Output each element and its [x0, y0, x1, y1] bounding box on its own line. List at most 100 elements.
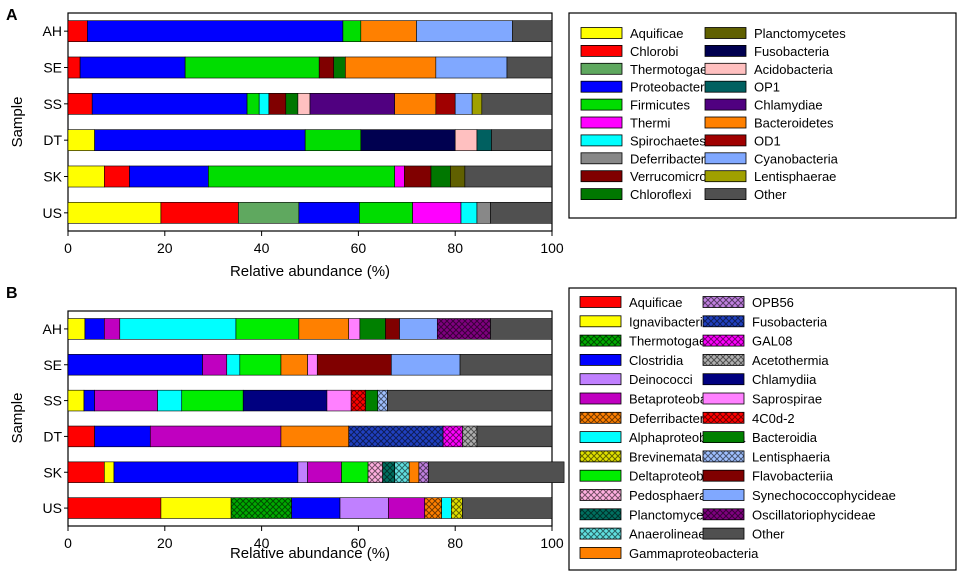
bar-segment: [297, 461, 308, 483]
bar-segment: [491, 129, 553, 152]
panel-label: A: [6, 7, 18, 24]
legend-label: Thermotogae: [630, 62, 707, 77]
x-tick-label: 100: [540, 240, 564, 256]
x-tick-label: 0: [64, 535, 72, 551]
y-tick-label: AH: [43, 321, 62, 337]
legend-label: Bacteroidetes: [754, 116, 834, 131]
bar-segment: [345, 56, 437, 79]
legend-swatch: [702, 411, 745, 424]
bar-segment: [435, 56, 508, 79]
bar-segment: [316, 354, 392, 376]
legend-swatch: [702, 450, 745, 463]
legend-swatch: [704, 27, 747, 39]
bar-segment: [238, 201, 300, 224]
legend-label: Verrucomicrobia: [630, 169, 725, 184]
y-tick-label: SS: [43, 393, 62, 409]
bar-segment: [104, 461, 115, 483]
legend-label: Aquificae: [630, 26, 683, 41]
legend-label: Saprospirae: [752, 392, 822, 407]
bar-segment: [258, 92, 270, 115]
legend-swatch: [579, 296, 622, 308]
bar-segment: [67, 201, 162, 224]
plot-frame: [67, 310, 553, 527]
bar-segment: [339, 497, 389, 519]
bar-segment: [239, 354, 282, 376]
x-tick-label: 60: [351, 240, 367, 256]
legend-label: OP1: [754, 80, 780, 95]
legend-swatch: [579, 334, 622, 347]
bar-segment: [471, 92, 483, 115]
bar-segment: [382, 461, 396, 483]
bar-segment: [160, 497, 232, 519]
legend-label: Planctomycetia: [629, 507, 718, 522]
legend-swatch: [702, 334, 745, 347]
legend-swatch: [702, 508, 745, 521]
bar-segment: [67, 92, 93, 115]
bar-segment: [79, 56, 186, 79]
legend-label: Ignavibacteria: [629, 314, 711, 329]
y-tick-label: SK: [43, 464, 62, 480]
legend-swatch: [702, 315, 745, 328]
legend-label: Chlamydiia: [752, 372, 817, 387]
bar-segment: [309, 92, 395, 115]
legend-label: Chloroflexi: [630, 187, 692, 202]
bar-segment: [394, 165, 405, 188]
legend-swatch: [702, 392, 745, 405]
legend-label: Lentisphaerae: [754, 169, 836, 184]
legend-swatch: [579, 411, 622, 424]
bar-segment: [326, 389, 352, 412]
legend-label: GAL08: [752, 334, 792, 349]
legend-swatch: [702, 296, 745, 308]
legend-swatch: [579, 431, 622, 444]
bar-segment: [460, 201, 478, 224]
legend-swatch: [579, 373, 622, 386]
bar-segment: [387, 389, 553, 412]
bar-segment: [365, 389, 379, 412]
legend-frame: [568, 12, 957, 219]
legend-label: Thermotogae: [629, 334, 706, 349]
x-tick-label: 100: [540, 535, 564, 551]
legend-swatch: [580, 80, 623, 93]
legend-label: Proteobacteria: [630, 80, 715, 95]
x-tick-label: 80: [447, 240, 463, 256]
bar-segment: [67, 20, 88, 43]
bar-segment: [208, 165, 395, 188]
legend-swatch: [579, 392, 622, 405]
y-axis-title: Sample: [9, 393, 26, 444]
legend-label: Flavobacteriia: [752, 469, 834, 484]
y-tick-label: AH: [43, 23, 62, 39]
legend-label: Other: [752, 527, 785, 542]
legend-swatch: [580, 98, 623, 111]
legend-label: Oscillatoriophycideae: [752, 507, 876, 522]
legend-swatch: [579, 547, 622, 559]
panel-B: B AH SE SS DT SK US 0 20 40 60 80 100 Relative abunda…: [6, 285, 957, 571]
legend-label: Pedosphaerae: [629, 488, 714, 503]
bar-segment: [119, 318, 237, 340]
bar-segment: [416, 20, 513, 43]
bar-segment: [442, 425, 463, 448]
legend-swatch: [579, 450, 622, 463]
x-tick-label: 80: [447, 535, 463, 551]
bar-segment: [490, 201, 553, 224]
legend-frame: [568, 287, 957, 571]
bar-segment: [418, 461, 429, 483]
bar-segment: [428, 461, 565, 483]
bar-segment: [104, 165, 130, 188]
bar-segment: [462, 425, 478, 448]
legend-swatch: [580, 170, 623, 183]
bar-segment: [129, 165, 209, 188]
bar-segment: [450, 165, 466, 188]
legend-swatch: [704, 152, 747, 165]
legend-label: Deferribacteres: [629, 411, 718, 426]
bar-segment: [360, 129, 456, 152]
bar-segment: [246, 92, 260, 115]
legend-swatch: [702, 469, 745, 482]
bar-segment: [348, 318, 361, 340]
bar-segment: [157, 389, 183, 412]
bar-segment: [377, 389, 388, 412]
bar-segment: [481, 92, 553, 115]
legend-swatch: [580, 152, 623, 165]
legend-label: Other: [754, 187, 787, 202]
bar-segment: [476, 201, 491, 224]
